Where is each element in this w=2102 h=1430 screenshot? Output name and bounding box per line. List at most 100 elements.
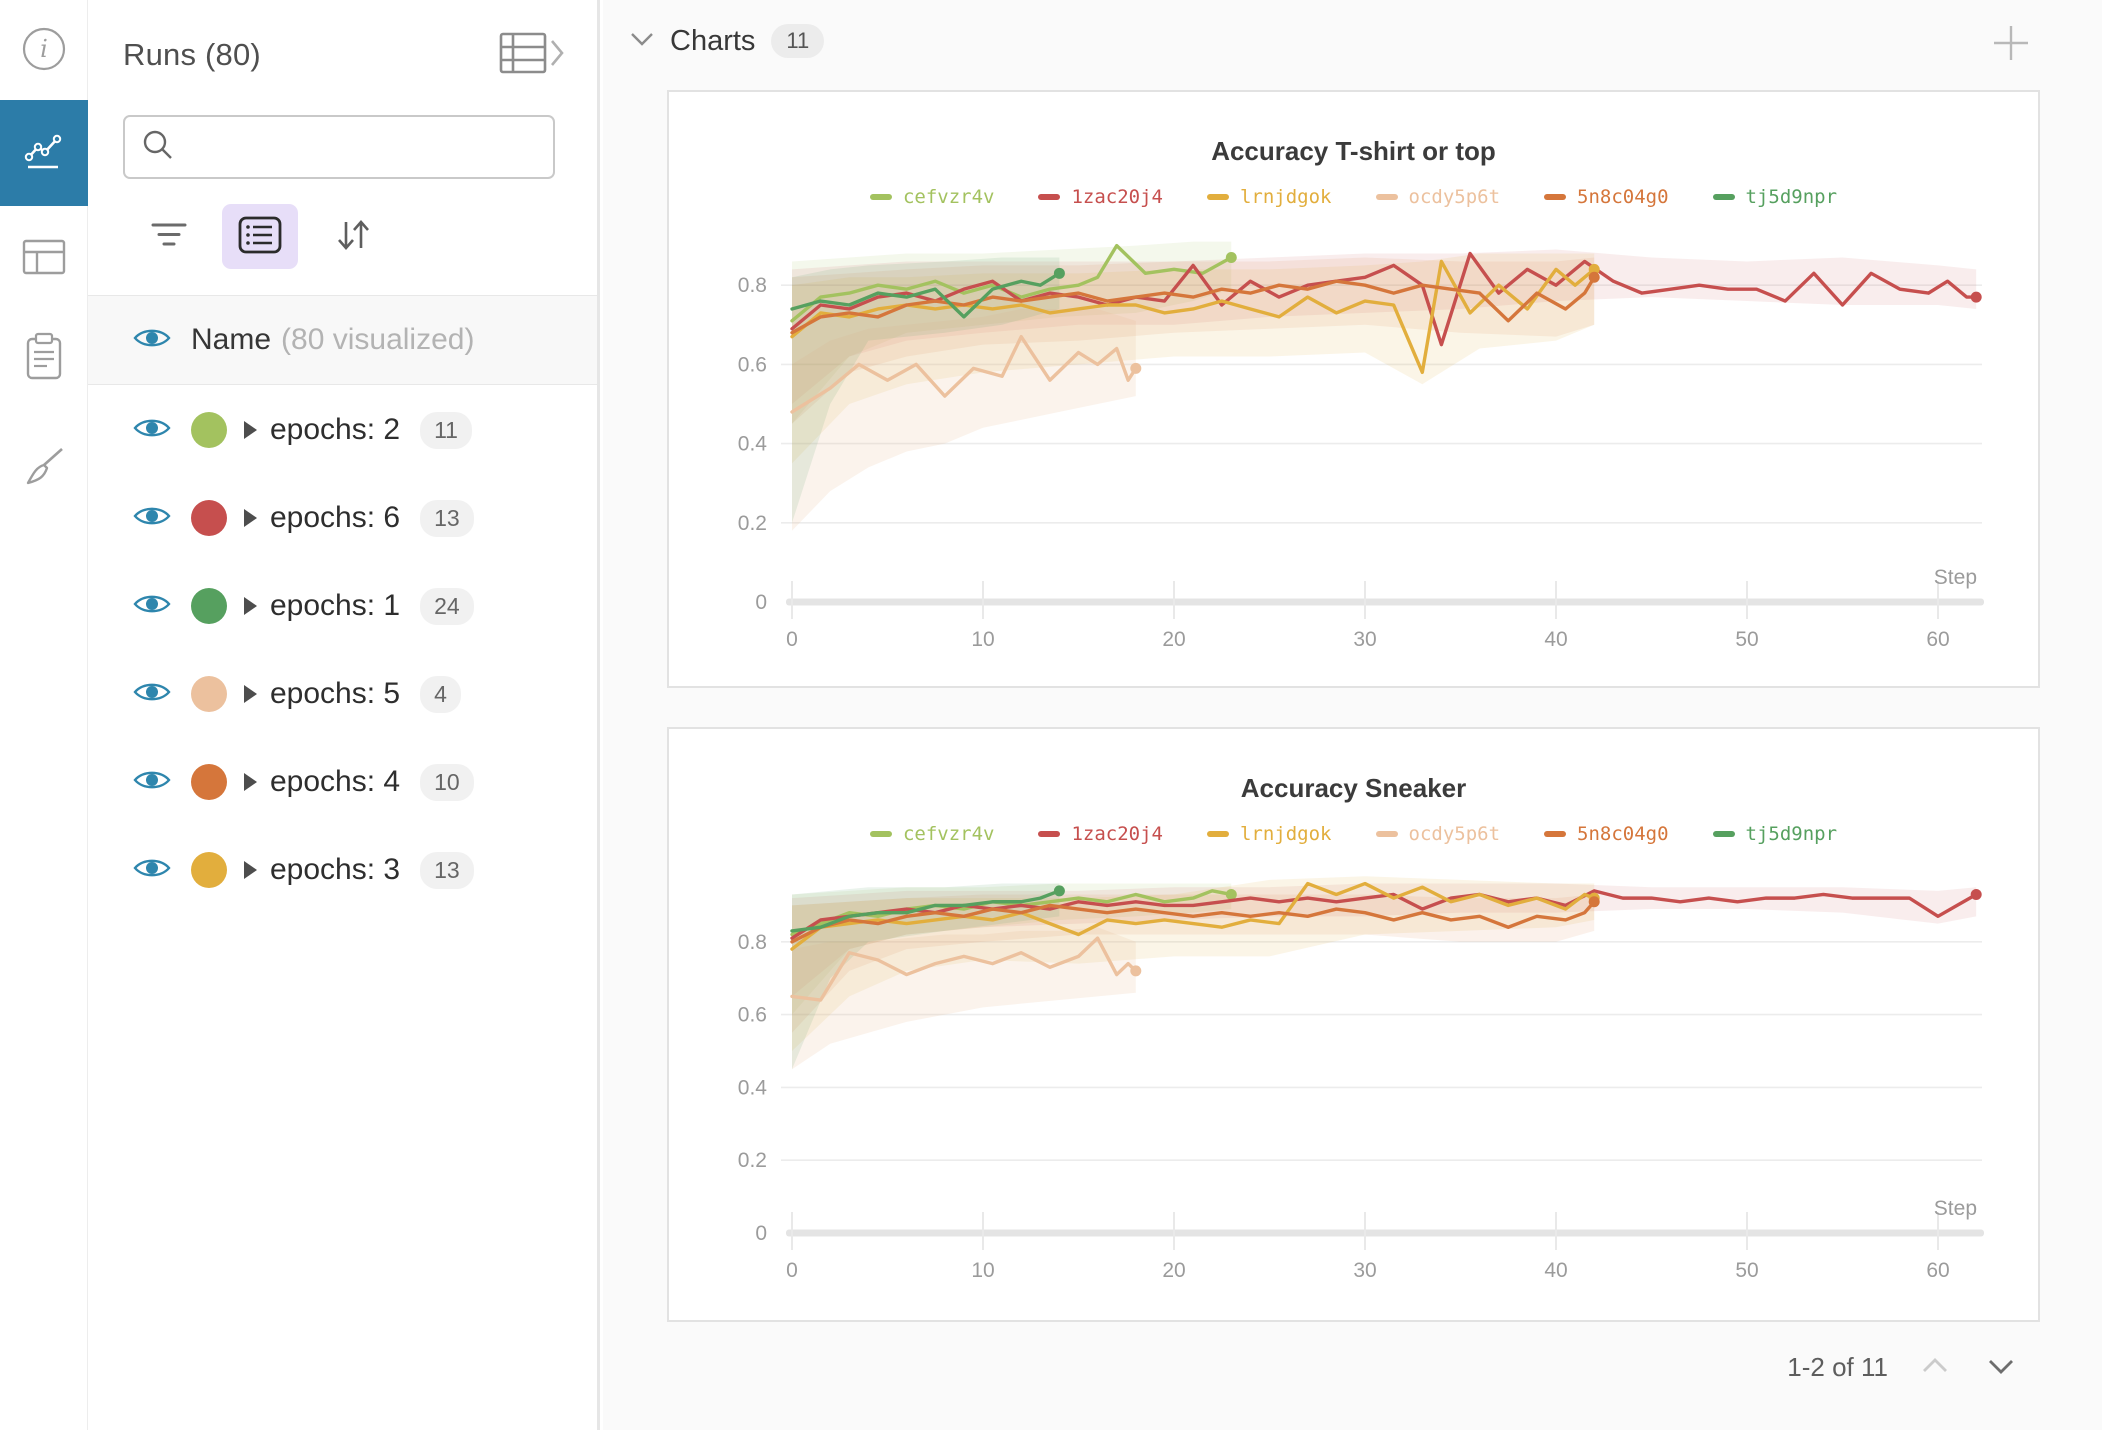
legend-run-id: lrnjdgok [1239, 186, 1332, 208]
pagination-prev-button[interactable] [1916, 1352, 1954, 1383]
legend-item[interactable]: lrnjdgok [1206, 823, 1332, 845]
runs-search-input[interactable] [189, 131, 537, 163]
svg-text:0.2: 0.2 [738, 1149, 767, 1172]
visibility-eye-icon[interactable] [133, 591, 171, 622]
svg-text:Step: Step [1934, 566, 1977, 589]
legend-run-id: tj5d9npr [1745, 823, 1838, 845]
run-color-swatch[interactable] [191, 588, 227, 624]
legend-item[interactable]: 1zac20j4 [1038, 186, 1163, 208]
legend-item[interactable]: 5n8c04g0 [1544, 186, 1669, 208]
sort-button[interactable] [324, 205, 382, 268]
pagination-next-button[interactable] [1982, 1352, 2020, 1383]
expand-caret-icon[interactable] [244, 861, 257, 879]
expand-caret-icon[interactable] [244, 773, 257, 791]
svg-text:60: 60 [1926, 1259, 1949, 1282]
filter-button[interactable] [140, 211, 198, 262]
chart-legend: cefvzr4v 1zac20j4 lrnjdgok ocdy5p6t 5n8c04g0… [669, 186, 2038, 208]
run-group-label: epochs: 2 [270, 413, 401, 446]
svg-text:0.8: 0.8 [738, 931, 767, 954]
run-group-label: epochs: 3 [270, 853, 401, 886]
rail-charts-button[interactable] [0, 100, 88, 206]
clipboard-icon [23, 332, 65, 385]
run-color-swatch[interactable] [191, 676, 227, 712]
legend-swatch [1206, 194, 1229, 200]
chevron-down-icon [1986, 1356, 2016, 1379]
run-count-badge: 11 [420, 411, 472, 449]
run-color-swatch[interactable] [191, 412, 227, 448]
legend-swatch [869, 194, 892, 200]
svg-text:10: 10 [971, 1259, 994, 1282]
svg-text:Step: Step [1934, 1197, 1977, 1220]
run-group-row[interactable]: epochs: 5 4 [88, 650, 597, 738]
run-group-row[interactable]: epochs: 2 11 [88, 386, 597, 474]
legend-item[interactable]: tj5d9npr [1712, 186, 1838, 208]
group-list-button[interactable] [222, 204, 298, 269]
legend-run-id: tj5d9npr [1745, 186, 1838, 208]
add-panel-button[interactable] [1982, 14, 2040, 75]
svg-text:60: 60 [1926, 628, 1949, 651]
expand-caret-icon[interactable] [244, 597, 257, 615]
plus-icon [1990, 26, 2032, 67]
legend-run-id: ocdy5p6t [1408, 186, 1501, 208]
sort-arrows-icon [334, 215, 372, 258]
legend-swatch [1206, 831, 1229, 837]
run-group-row[interactable]: epochs: 1 24 [88, 562, 597, 650]
brush-icon [20, 443, 68, 494]
visibility-eye-icon[interactable] [133, 679, 171, 710]
charts-pagination: 1-2 of 11 [1787, 1352, 2020, 1383]
expand-caret-icon[interactable] [244, 421, 257, 439]
legend-item[interactable]: ocdy5p6t [1375, 823, 1500, 845]
visibility-eye-icon[interactable] [133, 767, 171, 798]
search-icon [141, 128, 175, 167]
run-count-badge: 13 [420, 499, 474, 537]
legend-item[interactable]: ocdy5p6t [1375, 186, 1501, 208]
svg-text:40: 40 [1544, 1259, 1567, 1282]
rail-reports-button[interactable] [0, 314, 88, 402]
run-color-swatch[interactable] [191, 500, 227, 536]
legend-swatch [1038, 831, 1061, 837]
legend-item[interactable]: cefvzr4v [869, 186, 995, 208]
run-group-row[interactable]: epochs: 3 13 [88, 826, 597, 914]
charts-section-header[interactable]: Charts 11 [630, 24, 825, 58]
chart-panel: Accuracy T-shirt or top cefvzr4v 1zac20j4… [667, 90, 2040, 688]
legend-swatch [1375, 831, 1398, 837]
run-color-swatch[interactable] [191, 852, 227, 888]
visibility-eye-icon[interactable] [133, 325, 171, 356]
chart-panel: Accuracy Sneaker cefvzr4v 1zac20j4 lrnjdgo… [667, 727, 2040, 1322]
legend-item[interactable]: lrnjdgok [1206, 186, 1332, 208]
legend-swatch [1712, 194, 1735, 200]
visualized-count-label: (80 visualized) [281, 323, 475, 356]
runs-search[interactable] [123, 115, 555, 179]
svg-text:i: i [40, 35, 48, 63]
run-group-label: epochs: 1 [270, 589, 401, 622]
table-expand-icon [499, 30, 567, 79]
expand-runs-table-button[interactable] [499, 30, 567, 79]
run-color-swatch[interactable] [191, 764, 227, 800]
legend-run-id: cefvzr4v [902, 186, 995, 208]
run-count-badge: 24 [420, 587, 474, 625]
svg-text:0: 0 [755, 591, 767, 614]
svg-text:20: 20 [1162, 1259, 1185, 1282]
svg-text:0: 0 [755, 1222, 767, 1245]
visibility-eye-icon[interactable] [133, 415, 171, 446]
rail-info-button[interactable]: i [0, 6, 88, 94]
visibility-eye-icon[interactable] [133, 503, 171, 534]
legend-item[interactable]: cefvzr4v [869, 823, 994, 845]
rail-sweeps-button[interactable] [0, 424, 88, 512]
chart-title: Accuracy Sneaker [1240, 773, 1467, 803]
expand-caret-icon[interactable] [244, 685, 257, 703]
visibility-eye-icon[interactable] [133, 855, 171, 886]
svg-text:0.4: 0.4 [738, 1076, 768, 1099]
chart-plot-area[interactable]: 0 10 20 30 40 50 60 0 0.2 0.4 0.6 0.8 Step [709, 222, 1992, 673]
visualized-header-row: Name (80 visualized) [88, 295, 597, 385]
legend-item[interactable]: 5n8c04g0 [1544, 823, 1669, 845]
chart-plot-area[interactable]: 0 10 20 30 40 50 60 0 0.2 0.4 0.6 0.8 Step [709, 853, 1992, 1304]
legend-item[interactable]: 1zac20j4 [1038, 823, 1163, 845]
run-group-row[interactable]: epochs: 4 10 [88, 738, 597, 826]
legend-item[interactable]: tj5d9npr [1712, 823, 1838, 845]
list-settings-icon [238, 216, 282, 257]
left-icon-rail: i [0, 0, 88, 1430]
rail-table-button[interactable] [0, 214, 88, 302]
expand-caret-icon[interactable] [244, 509, 257, 527]
run-group-row[interactable]: epochs: 6 13 [88, 474, 597, 562]
